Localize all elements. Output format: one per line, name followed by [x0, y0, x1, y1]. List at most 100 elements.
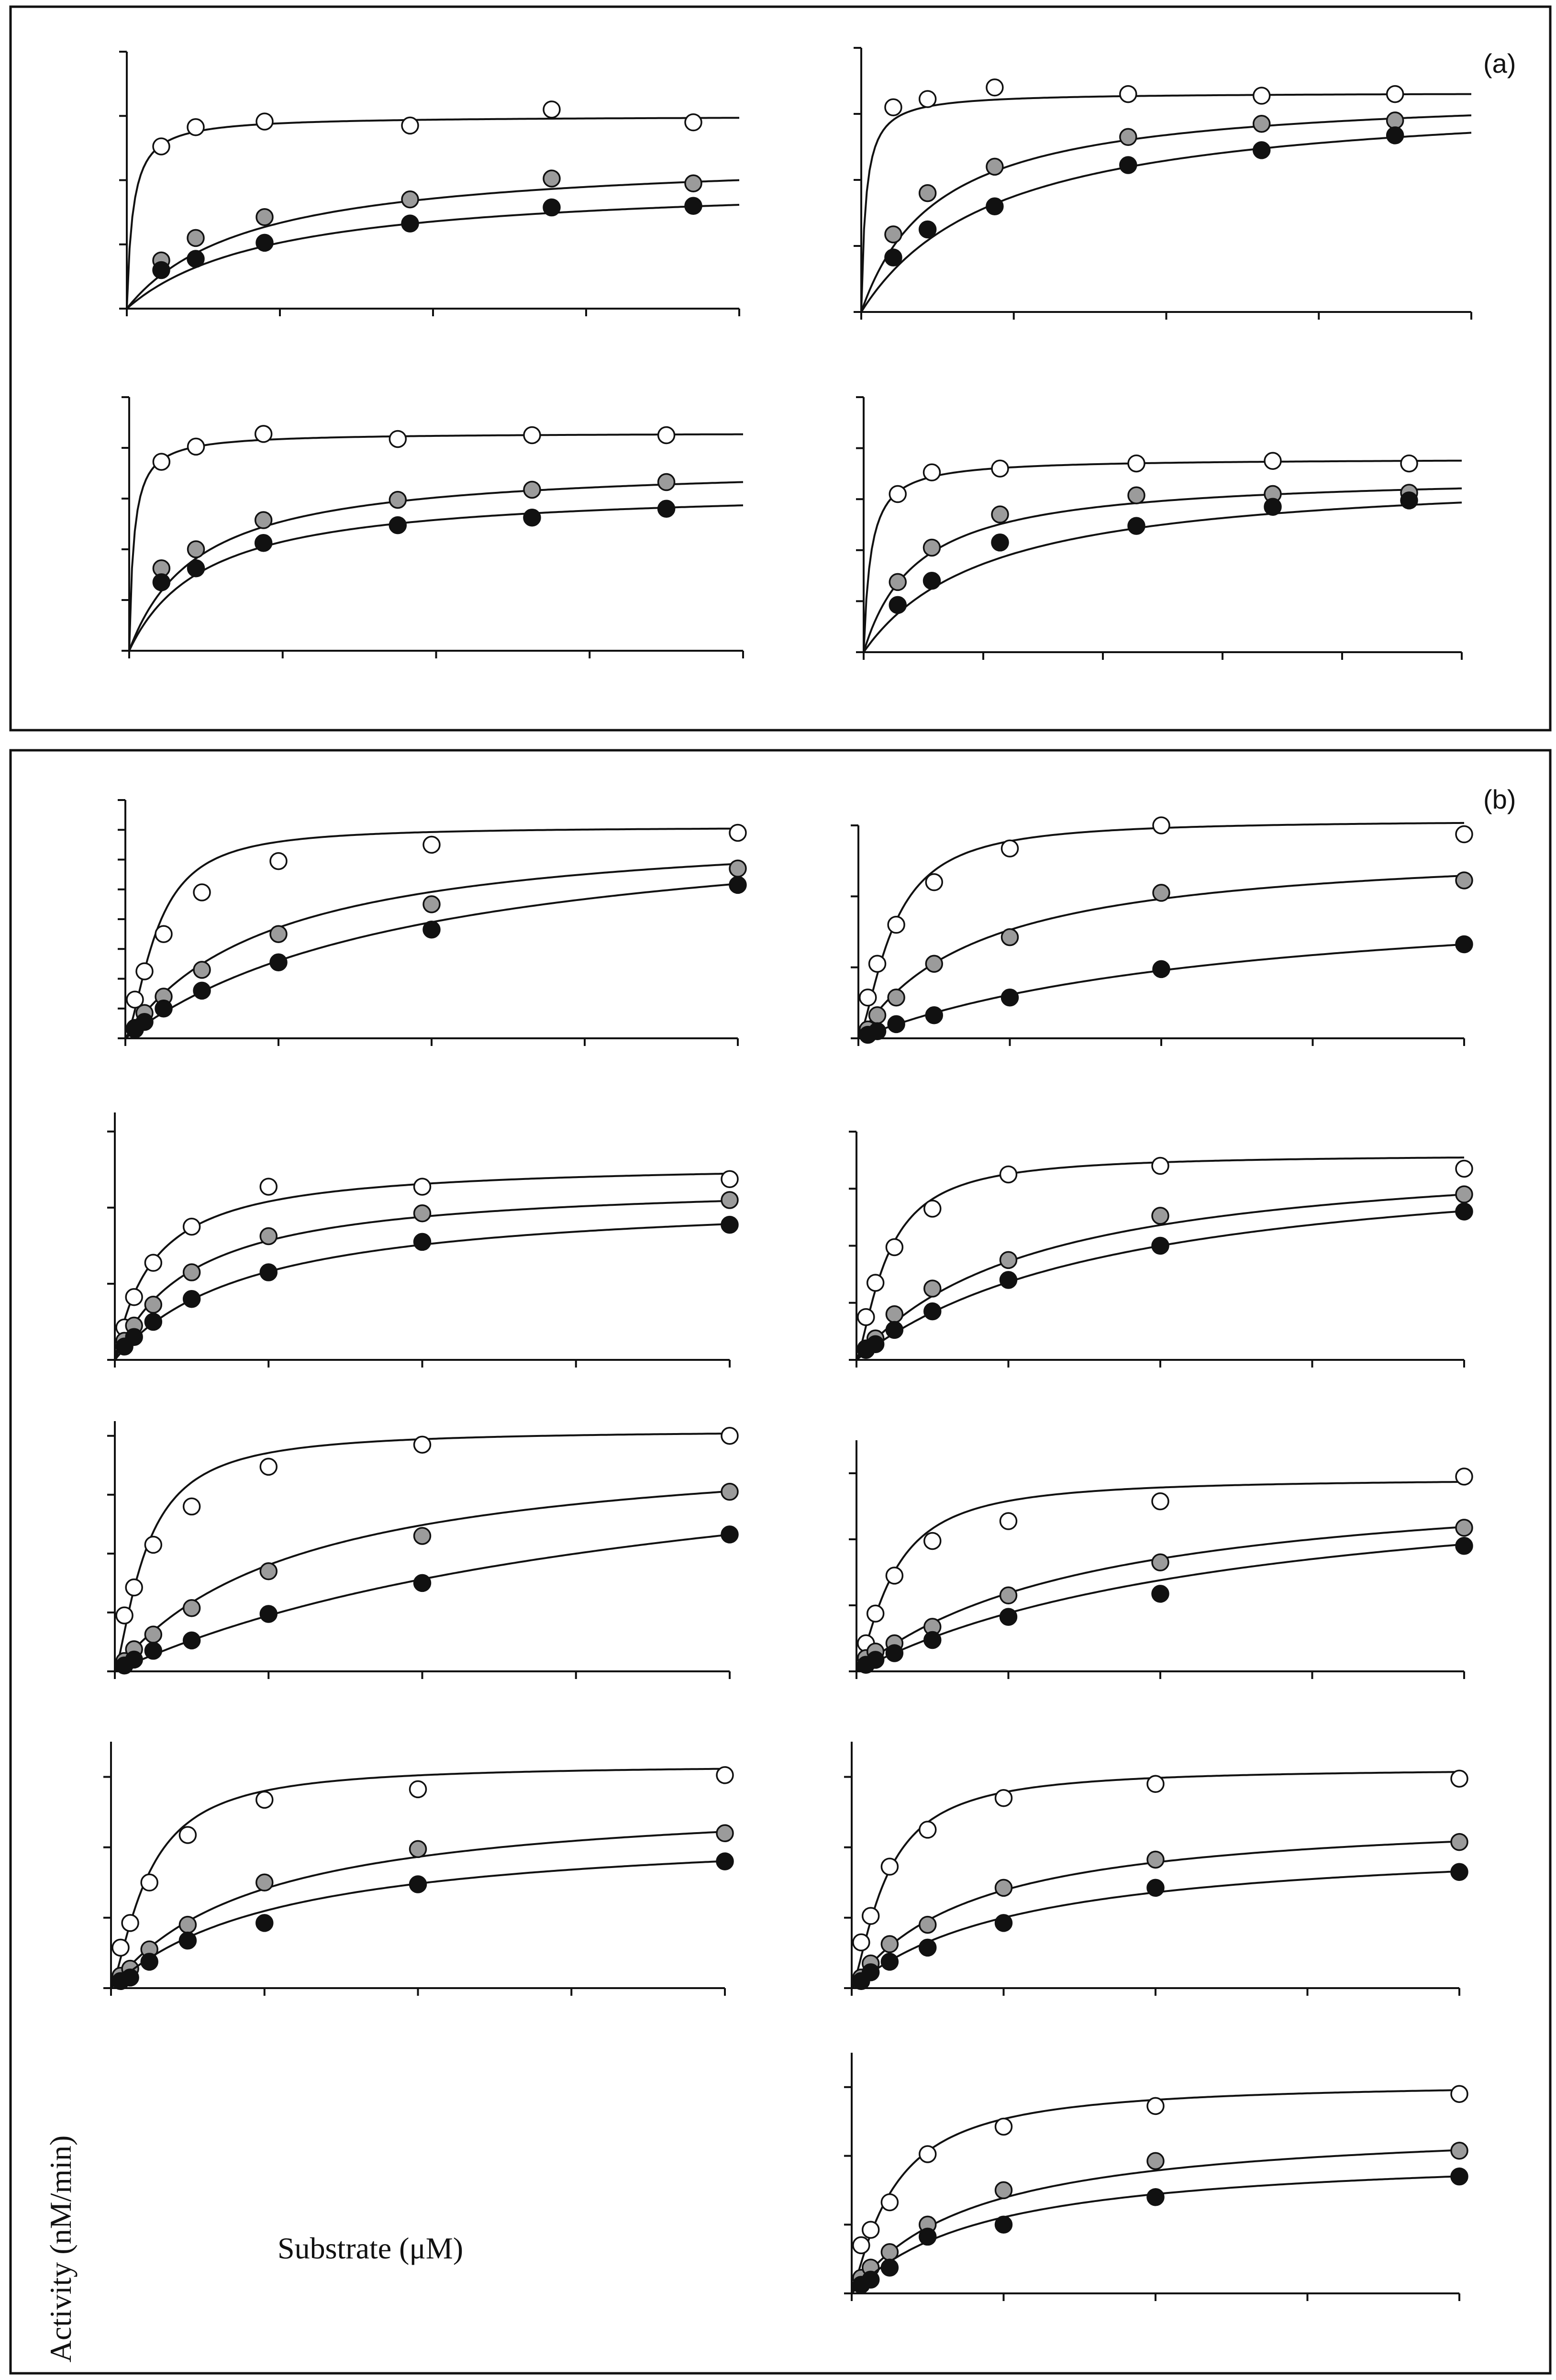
data-point-filled [543, 198, 561, 217]
fit-curve-gray [126, 179, 740, 310]
data-point-open [922, 463, 941, 481]
panel-b-border [9, 749, 1552, 2375]
data-point-open [716, 1766, 734, 1784]
data-point-filled [919, 2227, 937, 2246]
data-point-open [1152, 816, 1170, 834]
data-point-gray [729, 859, 747, 878]
data-point-open [684, 113, 702, 132]
data-point-filled [716, 1852, 734, 1870]
data-point-filled [880, 2258, 899, 2277]
data-point-open [994, 2117, 1013, 2136]
data-point-open [144, 1535, 163, 1554]
data-point-open [887, 915, 905, 934]
data-point-gray [1146, 2152, 1165, 2170]
data-point-gray [684, 174, 702, 192]
data-point-filled [861, 2270, 880, 2289]
data-point-open [999, 1512, 1018, 1530]
fit-curve-filled [856, 1543, 1465, 1672]
data-point-gray [1119, 128, 1137, 146]
data-point-open [866, 1604, 885, 1623]
data-point-filled [866, 1335, 885, 1353]
fit-curve-open [857, 822, 1464, 1039]
chart-6 [107, 1112, 739, 1368]
data-point-gray [721, 1482, 739, 1501]
fit-curve-open [860, 93, 1471, 312]
data-point-open [155, 925, 173, 943]
data-point-open [543, 100, 561, 119]
data-point-filled [991, 534, 1009, 552]
data-point-open [986, 78, 1004, 97]
data-point-filled [1000, 988, 1019, 1007]
chart-0 [119, 51, 740, 316]
data-point-filled [925, 1006, 943, 1024]
chart-9 [849, 1440, 1473, 1679]
data-point-open [111, 1938, 130, 1957]
chart-7 [849, 1131, 1473, 1368]
data-point-open [857, 1308, 875, 1326]
data-point-open [885, 1238, 904, 1257]
data-point-open [721, 1170, 739, 1188]
data-point-open [140, 1873, 158, 1892]
data-point-gray [918, 184, 937, 202]
chart-10 [103, 1742, 734, 1996]
data-point-filled [1151, 1585, 1169, 1603]
data-point-filled [1455, 935, 1473, 954]
chart-5 [851, 816, 1473, 1046]
data-point-filled [885, 1321, 904, 1339]
data-point-filled [729, 876, 747, 894]
data-point-open [885, 1567, 904, 1585]
data-point-gray [1386, 111, 1404, 130]
data-point-filled [182, 1290, 201, 1308]
data-point-filled [389, 516, 407, 534]
data-point-open [121, 1914, 139, 1932]
data-point-filled [994, 1914, 1013, 1932]
data-point-filled [1146, 1879, 1165, 1897]
data-point-filled [657, 500, 676, 518]
fit-curve-open [856, 1157, 1464, 1360]
data-point-filled [259, 1263, 278, 1281]
data-point-filled [880, 1953, 899, 1971]
data-point-filled [884, 248, 902, 267]
data-point-gray [413, 1527, 432, 1545]
data-point-open [1455, 825, 1473, 844]
panel-a-border [9, 5, 1552, 732]
data-point-filled [256, 234, 274, 252]
data-point-open [152, 137, 170, 156]
fit-curve-open [124, 827, 738, 1039]
data-point-filled [1152, 960, 1170, 979]
data-point-filled [999, 1608, 1018, 1626]
fit-curve-gray [114, 1200, 730, 1360]
data-point-gray [868, 1006, 887, 1024]
data-point-open [187, 118, 205, 136]
data-point-filled [885, 1644, 904, 1662]
data-point-gray [1127, 486, 1145, 504]
data-point-gray [259, 1562, 278, 1580]
fit-curve-open [128, 433, 743, 651]
data-point-filled [259, 1605, 278, 1623]
data-point-gray [1455, 871, 1473, 890]
data-point-filled [1455, 1537, 1473, 1555]
data-point-filled [994, 2215, 1013, 2234]
data-point-filled [721, 1525, 739, 1544]
chart-11 [844, 1742, 1468, 1996]
data-point-open [1400, 454, 1418, 473]
data-point-gray [923, 1279, 942, 1298]
data-point-filled [889, 596, 907, 614]
data-point-filled [413, 1574, 432, 1592]
data-point-open [1119, 85, 1137, 103]
x-axis-label: Substrate (μM) [278, 2231, 463, 2265]
data-point-open [994, 1789, 1013, 1807]
data-point-filled [922, 572, 941, 590]
data-point-open [182, 1217, 201, 1236]
data-point-gray [1151, 1553, 1169, 1572]
data-point-open [889, 485, 907, 503]
data-point-gray [1450, 1833, 1468, 1851]
data-point-gray [543, 169, 561, 188]
data-point-open [1386, 85, 1404, 103]
data-point-open [861, 2221, 880, 2239]
data-point-gray [144, 1625, 163, 1644]
data-point-filled [152, 573, 171, 591]
data-point-open [861, 1907, 880, 1925]
data-point-gray [721, 1191, 739, 1209]
fit-curve-open [863, 459, 1462, 653]
